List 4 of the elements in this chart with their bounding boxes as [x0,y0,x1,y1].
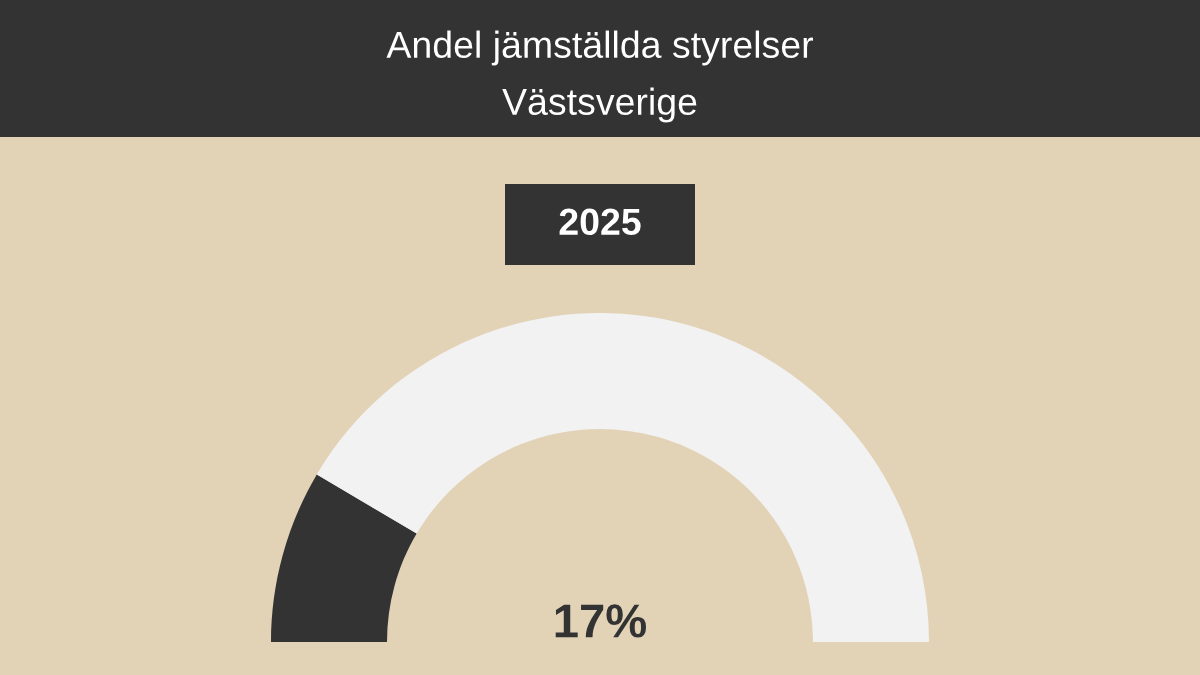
chart-subtitle: Västsverige [502,87,697,123]
chart-title: Andel jämställda styrelser [386,30,814,66]
text: 17% [555,604,647,638]
text: 2025 [559,208,641,236]
